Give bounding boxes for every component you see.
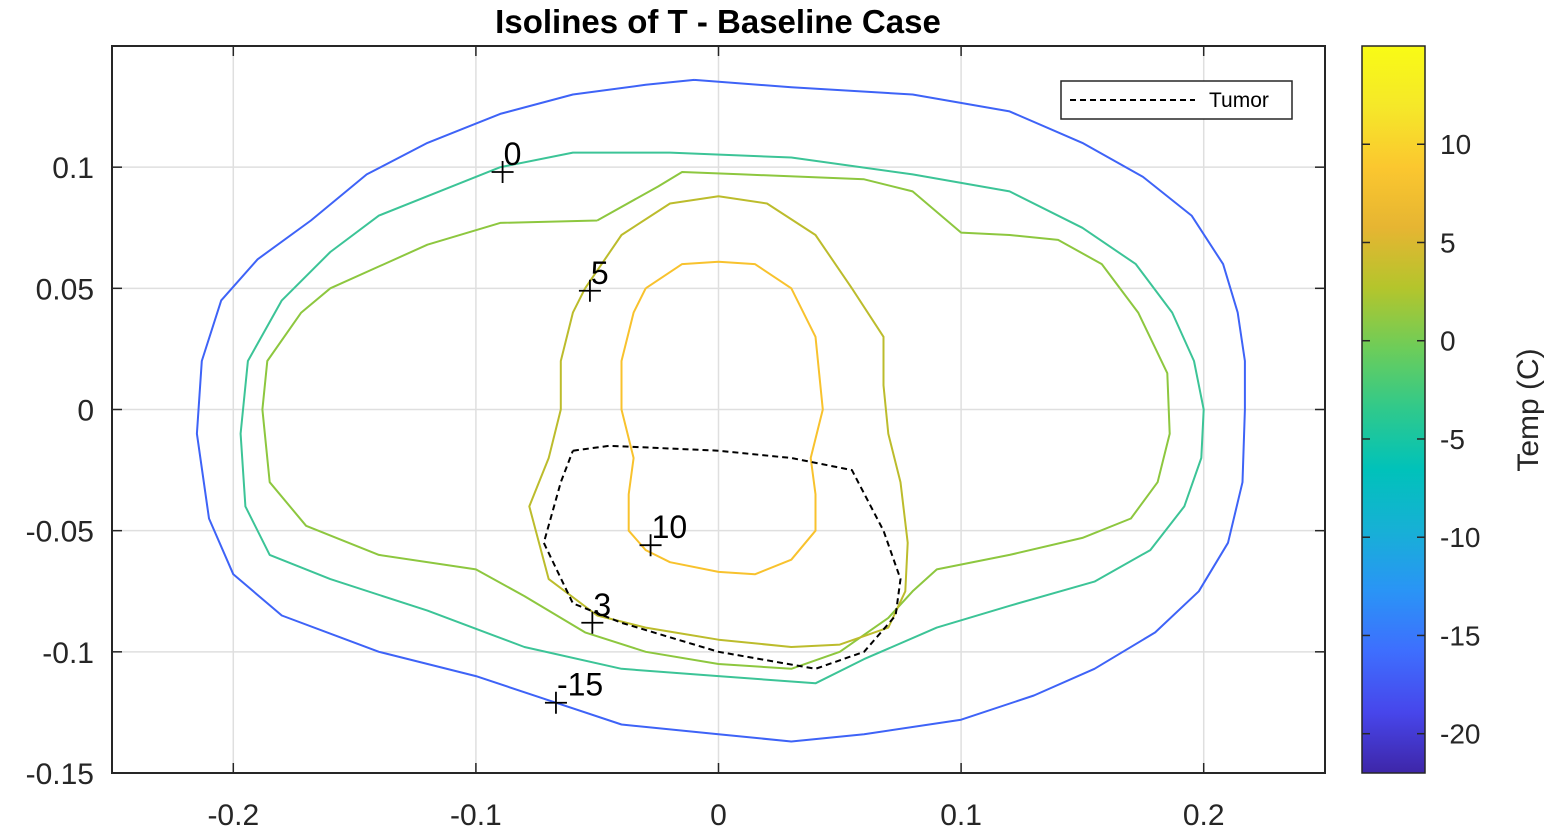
colorbar-gradient bbox=[1361, 45, 1426, 774]
y-tick-label: -0.15 bbox=[26, 758, 94, 791]
colorbar-ticks: 10 5 0 -5 -10 -15 -20 bbox=[1362, 129, 1480, 750]
contour-lines bbox=[195, 78, 1246, 743]
x-tick-label: 0 bbox=[710, 799, 727, 831]
contour-label-marker bbox=[491, 161, 514, 184]
x-tick-label: 0.1 bbox=[940, 799, 982, 831]
colorbar-tick-label: 10 bbox=[1440, 129, 1471, 160]
contour-label: -15 bbox=[557, 667, 603, 703]
legend: Tumor bbox=[1060, 80, 1293, 120]
contour-label-marker bbox=[581, 611, 604, 634]
y-tick-label: -0.05 bbox=[26, 516, 94, 549]
legend-label-tumor: Tumor bbox=[1209, 89, 1269, 112]
isoline-0 bbox=[239, 151, 1205, 685]
contour-label: 0 bbox=[504, 136, 522, 172]
isoline--15 bbox=[195, 78, 1246, 743]
x-tick-label: -0.1 bbox=[450, 799, 502, 831]
legend-box bbox=[1060, 80, 1293, 120]
x-tick-label: 0.2 bbox=[1183, 799, 1225, 831]
axes: -0.2 -0.1 0 0.1 0.2 0.1 0.05 0 -0.05 -0.1 -0.15 bbox=[26, 45, 1326, 831]
contour-label-marker bbox=[639, 534, 662, 557]
isoline-3 bbox=[261, 171, 1171, 670]
colorbar-tick-label: 5 bbox=[1440, 227, 1456, 258]
colorbar-tick-label: -10 bbox=[1440, 522, 1480, 553]
colorbar-label: Temp (C) bbox=[1512, 348, 1545, 471]
contour-label-marker bbox=[544, 691, 567, 714]
colorbar-tick-label: -20 bbox=[1440, 719, 1480, 750]
colorbar bbox=[1361, 45, 1426, 774]
colorbar-tick-label: 0 bbox=[1440, 326, 1456, 357]
colorbar-tick-label: -15 bbox=[1440, 620, 1480, 651]
colorbar-tick-label: -5 bbox=[1440, 424, 1465, 455]
y-tick-label: 0.05 bbox=[36, 273, 94, 306]
y-tick-label: 0.1 bbox=[52, 152, 94, 185]
contour-label: 10 bbox=[652, 509, 688, 545]
contour-label: 5 bbox=[591, 255, 609, 291]
contour-label-marker bbox=[578, 279, 601, 302]
isoline-10 bbox=[620, 260, 824, 576]
y-tick-label: -0.1 bbox=[42, 637, 94, 670]
x-tick-label: -0.2 bbox=[207, 799, 259, 831]
contour-labels: 0 5 10 3 -15 bbox=[491, 136, 688, 714]
y-tick-label: 0 bbox=[77, 395, 94, 428]
tumor-outline bbox=[542, 444, 902, 670]
contour-label: 3 bbox=[593, 587, 611, 623]
chart-title: Isolines of T - Baseline Case bbox=[495, 3, 941, 40]
